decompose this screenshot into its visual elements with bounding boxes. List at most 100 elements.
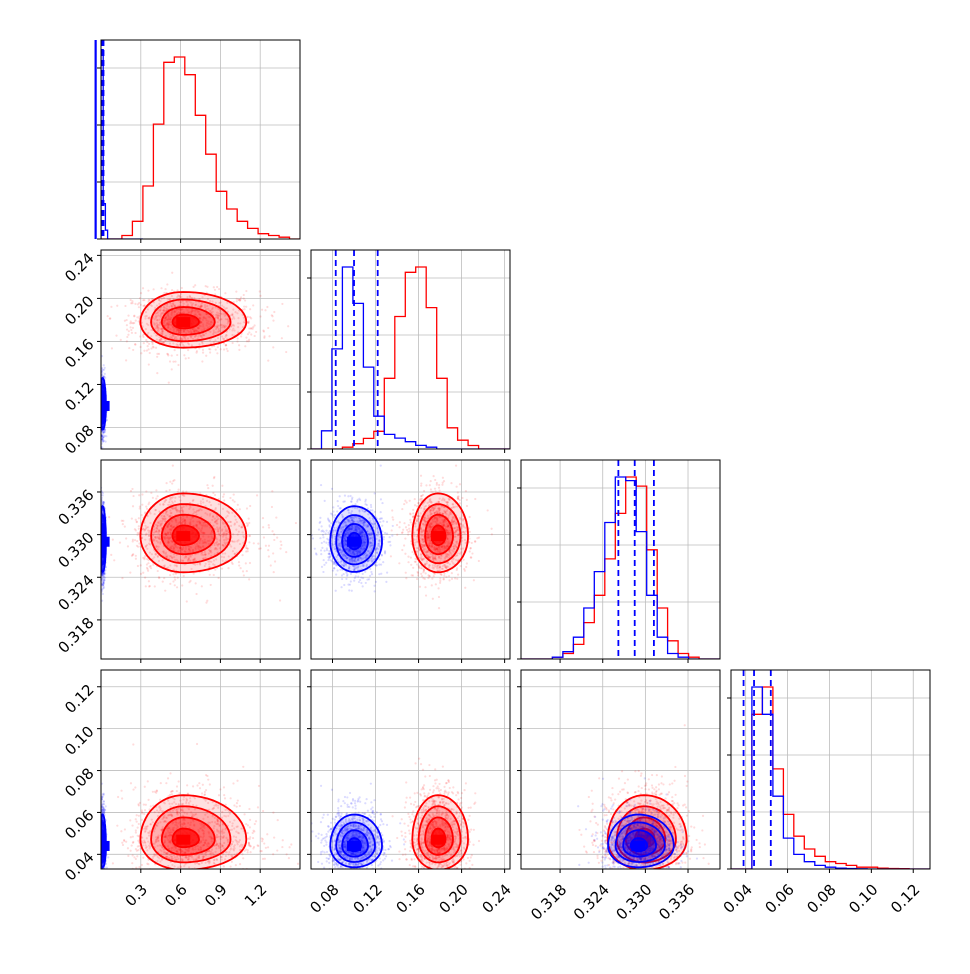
scatter-point <box>104 373 106 375</box>
scatter-point <box>270 564 272 566</box>
scatter-point <box>193 286 195 288</box>
scatter-point <box>106 419 108 421</box>
scatter-point <box>148 585 150 587</box>
scatter-point <box>273 311 275 313</box>
scatter-point <box>243 305 245 307</box>
scatter-point <box>120 339 122 341</box>
scatter-point <box>263 337 265 339</box>
scatter-point <box>217 577 219 579</box>
scatter-point <box>131 302 133 304</box>
scatter-point <box>259 315 261 317</box>
scatter-point <box>244 308 246 310</box>
scatter-point <box>303 572 305 574</box>
scatter-point <box>174 584 176 586</box>
scatter-point <box>268 524 270 526</box>
scatter-point <box>104 577 106 579</box>
scatter-point <box>420 475 422 477</box>
scatter-point <box>474 498 476 500</box>
scatter-point <box>434 479 436 481</box>
scatter-point <box>139 346 141 348</box>
scatter-point <box>142 334 144 336</box>
scatter-point <box>267 549 269 551</box>
scatter-point <box>302 309 304 311</box>
scatter-point <box>142 305 144 307</box>
scatter-point <box>127 315 129 317</box>
scatter-point <box>105 435 107 437</box>
scatter-point <box>132 349 134 351</box>
scatter-point <box>126 340 128 342</box>
scatter-point <box>275 516 277 518</box>
scatter-point <box>102 431 104 433</box>
scatter-point <box>250 327 252 329</box>
scatter-point <box>124 526 126 528</box>
scatter-point <box>247 316 249 318</box>
scatter-point <box>169 583 171 585</box>
scatter-point <box>101 584 103 586</box>
scatter-point <box>154 585 156 587</box>
scatter-point <box>279 599 281 601</box>
scatter-point <box>160 287 162 289</box>
scatter-point <box>122 523 124 525</box>
scatter-point <box>148 343 150 345</box>
scatter-point <box>145 585 147 587</box>
scatter-point <box>471 552 473 554</box>
scatter-point <box>217 346 219 348</box>
scatter-point <box>238 349 240 351</box>
scatter-point <box>178 489 180 491</box>
scatter-point <box>223 493 225 495</box>
scatter-point <box>243 574 245 576</box>
scatter-point <box>130 329 132 331</box>
scatter-point <box>246 525 248 527</box>
scatter-point <box>263 330 265 332</box>
scatter-point <box>188 357 190 359</box>
scatter-point <box>145 506 147 508</box>
scatter-point <box>110 554 112 556</box>
scatter-point <box>132 327 134 329</box>
scatter-point <box>134 303 136 305</box>
scatter-point <box>271 506 273 508</box>
panel-frame <box>101 250 300 449</box>
scatter-point <box>181 287 183 289</box>
scatter-point <box>236 298 238 300</box>
scatter-point <box>140 292 142 294</box>
scatter-point <box>224 292 226 294</box>
scatter-point <box>134 332 136 334</box>
scatter-point <box>439 580 441 582</box>
scatter-point <box>209 574 211 576</box>
scatter-point <box>457 491 459 493</box>
scatter-point <box>287 325 289 327</box>
scatter-point <box>171 354 173 356</box>
scatter-point <box>152 346 154 348</box>
scatter-point <box>156 356 158 358</box>
scatter-point <box>399 521 401 523</box>
scatter-point <box>132 505 134 507</box>
scatter-point <box>248 541 250 543</box>
scatter-point <box>412 567 414 569</box>
scatter-point <box>148 580 150 582</box>
scatter-point <box>176 354 178 356</box>
scatter-point <box>212 492 214 494</box>
scatter-point <box>166 353 168 355</box>
scatter-point <box>209 348 211 350</box>
scatter-point <box>150 347 152 349</box>
scatter-point <box>101 446 103 448</box>
scatter-point <box>246 340 248 342</box>
scatter-point <box>143 342 145 344</box>
scatter-point <box>281 337 283 339</box>
scatter-point <box>164 590 166 592</box>
scatter-point <box>469 516 471 518</box>
scatter-point <box>135 519 137 521</box>
scatter-point <box>202 349 204 351</box>
scatter-point <box>210 584 212 586</box>
scatter-point <box>136 316 138 318</box>
scatter-point <box>134 539 136 541</box>
scatter-point <box>101 574 103 576</box>
scatter-point <box>239 300 241 302</box>
scatter-point <box>201 360 203 362</box>
scatter-point <box>272 320 274 322</box>
scatter-point <box>183 575 185 577</box>
scatter-point <box>281 303 283 305</box>
y-tick-label: 0.24 <box>61 249 97 285</box>
scatter-point <box>139 335 141 337</box>
